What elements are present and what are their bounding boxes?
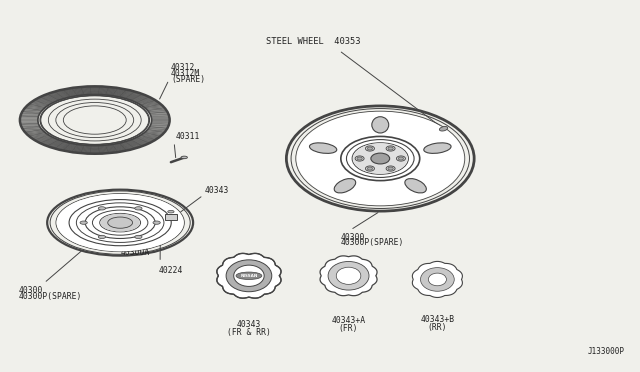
Ellipse shape [226, 260, 272, 292]
Circle shape [357, 157, 362, 160]
Text: 40343: 40343 [205, 186, 229, 195]
Ellipse shape [234, 265, 264, 286]
Ellipse shape [428, 273, 447, 286]
Text: 40312M: 40312M [171, 69, 200, 78]
Text: 40300: 40300 [341, 232, 365, 241]
Circle shape [367, 147, 372, 150]
Text: (SPARE): (SPARE) [171, 75, 205, 84]
Text: (RR): (RR) [428, 323, 447, 332]
FancyBboxPatch shape [165, 214, 177, 221]
Ellipse shape [135, 235, 142, 238]
Text: 40300P(SPARE): 40300P(SPARE) [341, 238, 404, 247]
Circle shape [386, 166, 395, 171]
Text: 40311: 40311 [176, 132, 200, 141]
Text: (FR): (FR) [339, 324, 358, 333]
Text: (FR & RR): (FR & RR) [227, 328, 271, 337]
Text: 40343+A: 40343+A [332, 316, 365, 325]
Circle shape [365, 146, 374, 151]
Ellipse shape [297, 112, 464, 205]
Ellipse shape [135, 207, 142, 210]
Text: J133000P: J133000P [588, 347, 625, 356]
Text: 40343: 40343 [237, 320, 261, 330]
Ellipse shape [38, 95, 151, 145]
Polygon shape [320, 256, 377, 296]
Text: 40343+B: 40343+B [420, 315, 454, 324]
Ellipse shape [100, 214, 140, 231]
Ellipse shape [57, 194, 184, 251]
Text: 40300P(SPARE): 40300P(SPARE) [19, 292, 82, 301]
Ellipse shape [353, 143, 408, 174]
Ellipse shape [310, 143, 337, 153]
Text: 40224: 40224 [158, 266, 182, 275]
Circle shape [388, 147, 393, 150]
Ellipse shape [424, 143, 451, 153]
Ellipse shape [336, 267, 361, 284]
Ellipse shape [236, 272, 262, 279]
Ellipse shape [153, 221, 160, 224]
Ellipse shape [108, 217, 132, 228]
Ellipse shape [334, 179, 356, 193]
Ellipse shape [181, 156, 188, 159]
Polygon shape [412, 262, 462, 298]
Text: 40312: 40312 [171, 63, 195, 73]
Ellipse shape [99, 235, 106, 238]
Circle shape [398, 157, 404, 160]
Circle shape [365, 166, 374, 171]
Text: 40300: 40300 [19, 286, 43, 295]
Circle shape [396, 156, 405, 161]
Text: 40300A: 40300A [120, 248, 149, 257]
Ellipse shape [168, 211, 174, 213]
Ellipse shape [372, 117, 388, 133]
Circle shape [355, 156, 364, 161]
Polygon shape [217, 253, 281, 298]
Ellipse shape [328, 262, 369, 290]
Ellipse shape [420, 267, 454, 291]
Text: STEEL WHEEL  40353: STEEL WHEEL 40353 [266, 37, 360, 46]
Circle shape [386, 146, 395, 151]
Text: NISSAN: NISSAN [240, 274, 258, 278]
Circle shape [371, 153, 390, 164]
Ellipse shape [80, 221, 87, 224]
Circle shape [367, 167, 372, 170]
Ellipse shape [440, 126, 448, 131]
Ellipse shape [99, 207, 106, 210]
Ellipse shape [405, 179, 426, 193]
Circle shape [388, 167, 393, 170]
